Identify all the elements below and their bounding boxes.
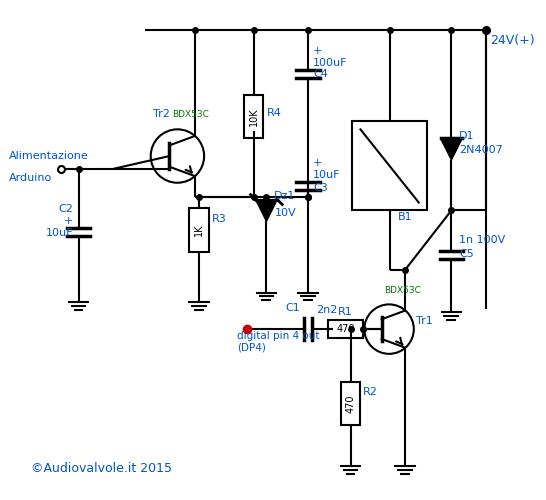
Text: Tr2: Tr2 bbox=[153, 110, 170, 120]
Text: R4: R4 bbox=[266, 108, 281, 118]
Text: Tr1: Tr1 bbox=[416, 316, 432, 326]
Text: 100uF: 100uF bbox=[313, 58, 347, 68]
Text: D1: D1 bbox=[459, 131, 475, 141]
Text: 2N4007: 2N4007 bbox=[459, 145, 503, 155]
Text: C4: C4 bbox=[313, 69, 328, 79]
Text: R3: R3 bbox=[212, 214, 227, 224]
Text: (DP4): (DP4) bbox=[237, 343, 266, 353]
Text: R2: R2 bbox=[364, 388, 378, 398]
Text: 1K: 1K bbox=[194, 224, 204, 236]
Text: C3: C3 bbox=[313, 182, 328, 192]
Text: 24V(+): 24V(+) bbox=[490, 34, 535, 48]
Text: Arduino: Arduino bbox=[9, 173, 52, 183]
Text: 10uF: 10uF bbox=[46, 228, 74, 237]
Bar bbox=[244, 94, 264, 138]
Text: B1: B1 bbox=[397, 212, 412, 222]
Text: digital pin 4 out: digital pin 4 out bbox=[237, 331, 319, 341]
Text: +: + bbox=[64, 216, 74, 226]
Text: +: + bbox=[313, 46, 322, 56]
Text: 10K: 10K bbox=[248, 107, 259, 126]
Bar bbox=[189, 208, 209, 252]
Text: C1: C1 bbox=[286, 304, 300, 314]
Bar bbox=[328, 320, 364, 338]
Text: 1n 100V: 1n 100V bbox=[459, 235, 506, 245]
Text: C2: C2 bbox=[59, 204, 74, 214]
Bar bbox=[341, 382, 360, 425]
Text: 2n2: 2n2 bbox=[316, 306, 337, 316]
Polygon shape bbox=[441, 138, 462, 160]
Bar bbox=[353, 122, 426, 210]
Text: ©Audiovalvole.it 2015: ©Audiovalvole.it 2015 bbox=[31, 462, 172, 475]
Text: Dz1: Dz1 bbox=[274, 190, 296, 200]
Text: C5: C5 bbox=[459, 249, 474, 259]
Text: BDX53C: BDX53C bbox=[384, 286, 421, 294]
Text: 470: 470 bbox=[346, 394, 355, 412]
Text: 470: 470 bbox=[336, 324, 355, 334]
Text: Alimentazione: Alimentazione bbox=[9, 151, 89, 161]
Text: BDX53C: BDX53C bbox=[173, 110, 209, 120]
Text: 10uF: 10uF bbox=[313, 170, 340, 180]
Text: 10V: 10V bbox=[274, 208, 296, 218]
Polygon shape bbox=[256, 200, 277, 222]
Text: R1: R1 bbox=[338, 308, 353, 318]
Text: +: + bbox=[313, 158, 322, 168]
